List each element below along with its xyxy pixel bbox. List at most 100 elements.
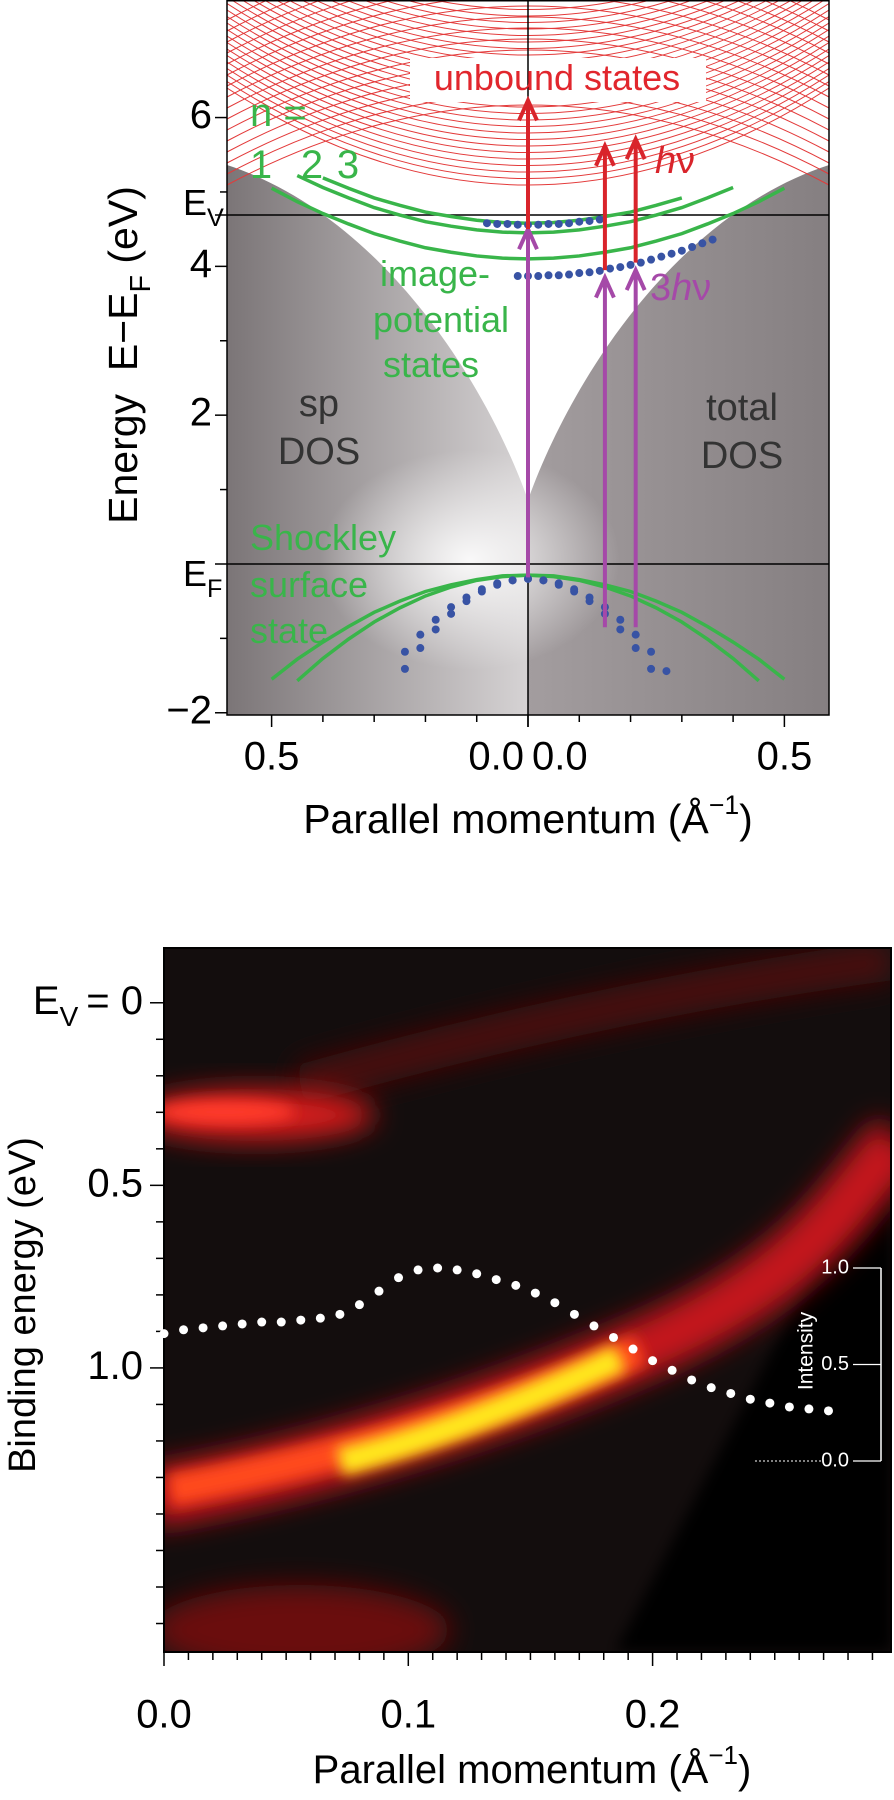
inset-title: Intensity [795,1311,818,1390]
text-part: Energy E−E [100,293,146,524]
profile-point [550,1298,560,1308]
annotation: sp [299,383,339,425]
profile-point [745,1394,755,1404]
transition-arrow [517,95,539,230]
profile-point [589,1321,599,1331]
inset-tick-label: 1.0 [821,1256,849,1278]
text-part: Shockley [250,517,396,558]
y-tick-label: 4 [190,242,212,286]
data-point [647,647,656,656]
text-part: ν [692,267,711,309]
data-point [595,215,604,224]
transition-arrow [624,265,647,628]
continuum-line [227,0,829,76]
x-tick-label: 0.5 [244,735,300,779]
text-part: image- [380,253,490,294]
y-tick-label: 6 [190,93,212,137]
label-backdrop [410,58,706,102]
intensity-map [164,948,892,1652]
text-part: 1 [250,143,272,187]
data-point [508,576,517,585]
profile-point [218,1321,228,1331]
text-part: 3 [650,267,671,309]
text-part: surface [250,564,368,605]
band-line [296,174,734,235]
profile-point [648,1356,658,1366]
continuum-line [227,0,829,54]
data-point [647,255,656,264]
y-tick-label: −2 [166,688,212,732]
map-faint-band [294,948,892,1105]
data-point [493,580,502,589]
profile-point [433,1263,443,1273]
x-tick-label: 0.2 [625,1693,681,1737]
text-part: E [183,182,207,223]
annotation: DOS [701,435,783,477]
data-point [616,615,625,624]
y-tick-label: 2 [190,391,212,435]
text-part: −1 [709,790,739,820]
data-point [647,664,656,673]
profile-point [687,1375,697,1385]
reference-label: EF [183,552,222,602]
text-part: Parallel momentum (Å [303,796,709,842]
x-tick-label: 0.0 [532,735,588,779]
profile-point [374,1286,384,1296]
data-point [677,246,686,255]
text-part: DOS [701,435,783,477]
data-point [544,219,553,228]
transition-arrow [624,134,647,263]
profile-point [491,1275,501,1285]
text-part: −1 [708,1740,738,1770]
annotation: surface [250,564,368,605]
profile-point [315,1313,325,1323]
profile-point [237,1319,247,1329]
text-part: F [207,575,222,603]
data-point [585,597,594,606]
text-part: Parallel momentum (Å [313,1747,709,1792]
data-point [493,219,502,228]
plot-frame [163,947,892,1653]
annotation: n = [250,91,307,135]
profile-point [276,1317,286,1327]
data-point [698,239,707,248]
text-part: ) [738,1748,751,1792]
data-point [447,603,456,612]
transition-arrow [594,140,616,271]
profile-point [667,1365,677,1375]
profile-point [804,1404,814,1414]
map-main-peak [336,1345,626,1476]
profile-point [706,1383,716,1393]
map-bottom-glow [164,1585,450,1652]
text-part: 2 [301,143,323,187]
profile-point [354,1300,364,1310]
annotation: total [706,387,778,429]
y-tick-label: EV = 0 [33,978,143,1031]
text-part: V [60,1001,79,1032]
text-part: state [250,610,328,651]
data-point [631,644,640,653]
annotation: states [383,344,479,385]
data-point [482,219,491,228]
text-part: potential [373,299,509,340]
text-part: h [671,267,692,309]
data-point [708,235,717,244]
profile-point [823,1406,833,1416]
y-axis-title: Binding energy (eV) [2,1137,44,1473]
text-part: ν [676,140,695,182]
data-point [503,219,512,228]
data-point [595,266,604,275]
x-tick-label: 0.1 [380,1693,436,1737]
text-part: states [383,344,479,385]
data-point [565,270,574,279]
data-point [565,219,574,228]
data-point [431,625,440,634]
data-point [513,272,522,281]
map-upper-core [164,1100,295,1124]
data-point [631,630,640,639]
text-part: 0.5 [87,1161,143,1205]
data-point [575,217,584,226]
data-point [400,664,409,673]
inset-tick-label: 0.5 [821,1353,849,1375]
